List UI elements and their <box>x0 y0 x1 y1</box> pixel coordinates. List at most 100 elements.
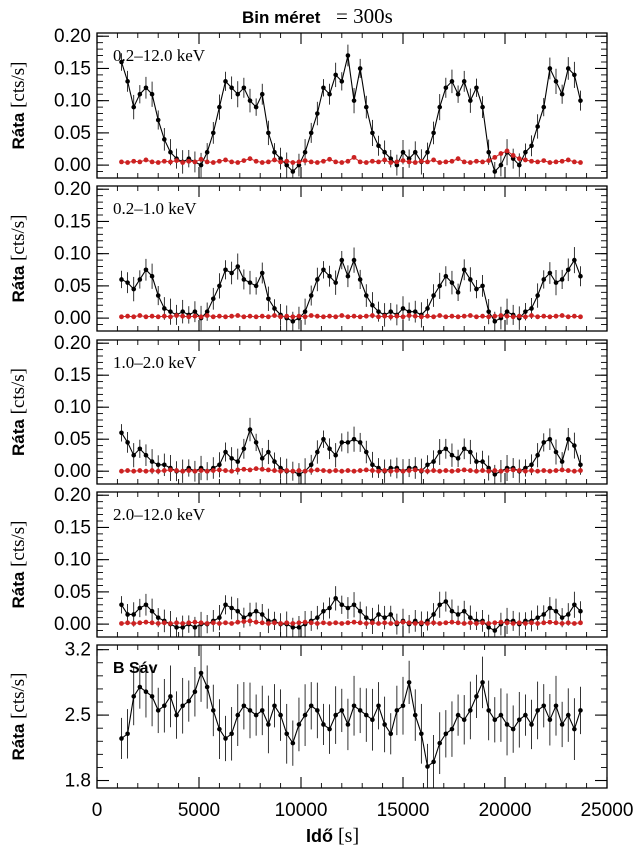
y-axis-label-text: Ráta <box>9 567 28 609</box>
data-point-source <box>345 273 351 279</box>
y-tick-label: 0.10 <box>54 244 91 265</box>
data-point-background <box>247 313 253 319</box>
data-point-source <box>131 612 137 617</box>
data-point-source <box>315 615 320 620</box>
data-point-source <box>259 612 265 617</box>
data-point-source <box>572 602 577 608</box>
data-point-source <box>541 104 547 110</box>
data-point-source <box>388 731 394 737</box>
data-point-background <box>431 468 436 473</box>
data-point-background <box>474 314 479 320</box>
data-point-background <box>339 313 345 318</box>
data-point-background <box>437 160 443 165</box>
series-source <box>119 586 583 637</box>
data-point-source <box>498 162 504 168</box>
data-point-background <box>119 621 124 626</box>
y-tick-label: 3.2 <box>65 640 91 661</box>
data-point-background <box>253 158 259 164</box>
data-point-source <box>241 703 247 709</box>
data-point-source <box>376 612 381 617</box>
data-point-background <box>578 160 583 165</box>
data-point-source <box>296 472 302 477</box>
data-point-source <box>400 149 406 155</box>
data-point-background <box>327 621 332 626</box>
data-point-source <box>131 452 137 458</box>
y-tick-label: 0.05 <box>54 429 91 450</box>
y-tick-label: 0.00 <box>54 461 91 482</box>
data-point-source <box>284 731 290 737</box>
panel-2: 0.00 0.05 0.10 0.15 0.20 Ráta [cts/s] 0.2–1.0 … <box>8 179 608 332</box>
data-point-source <box>455 290 461 295</box>
data-point-background <box>370 158 375 164</box>
y-tick-label: 0.00 <box>54 308 91 329</box>
data-point-background <box>186 620 192 626</box>
data-point-background <box>302 619 308 625</box>
data-point-background <box>272 157 277 163</box>
y-axis-label-text: Ráta <box>9 261 28 303</box>
data-point-background <box>198 314 204 320</box>
data-point-source <box>461 446 467 452</box>
data-point-background <box>467 620 473 626</box>
data-point-source <box>357 277 363 282</box>
data-point-background <box>223 468 228 473</box>
y-tick-label: 0.20 <box>54 485 91 506</box>
data-point-source <box>235 264 241 269</box>
data-point-background <box>339 621 345 626</box>
data-point-background <box>321 468 326 473</box>
data-point-source <box>229 456 234 461</box>
data-point-source <box>376 143 381 149</box>
y-axis-label-text: Ráta <box>9 414 28 456</box>
data-point-background <box>406 620 412 626</box>
data-point-source <box>149 91 155 97</box>
y-tick-label: 0.15 <box>54 211 91 232</box>
data-point-source <box>504 722 510 727</box>
data-point-source <box>345 53 351 58</box>
data-point-source <box>529 462 534 468</box>
x-tick-label: 5000 <box>178 800 220 821</box>
data-point-source <box>259 91 265 97</box>
data-point-background <box>223 314 228 320</box>
data-point-source <box>553 79 559 84</box>
data-point-background <box>204 313 210 318</box>
data-point-background <box>523 314 528 320</box>
data-point-source <box>443 599 449 604</box>
data-point-background <box>357 468 363 473</box>
data-point-source <box>363 449 369 455</box>
data-point-source <box>247 612 253 617</box>
data-point-source <box>315 111 320 116</box>
data-point-background <box>559 621 565 626</box>
data-point-source <box>241 277 247 282</box>
data-point-source <box>535 124 540 129</box>
data-point-source <box>388 156 394 161</box>
data-point-source <box>425 149 430 155</box>
data-point-source <box>547 270 553 276</box>
data-point-source <box>192 625 198 630</box>
data-point-source <box>492 628 498 633</box>
data-point-background <box>510 467 516 473</box>
data-point-background <box>168 159 173 165</box>
data-point-source <box>553 280 559 285</box>
data-point-background <box>388 160 394 165</box>
data-point-background <box>333 468 339 473</box>
data-point-source <box>449 726 455 732</box>
data-point-source <box>406 680 412 685</box>
data-point-source <box>125 440 130 445</box>
data-point-background <box>210 314 216 320</box>
data-point-source <box>210 296 216 302</box>
x-tick-label: 10000 <box>275 800 328 821</box>
data-point-background <box>400 619 406 625</box>
data-point-background <box>565 620 571 626</box>
data-point-background <box>345 314 351 320</box>
data-point-source <box>578 273 583 279</box>
data-point-source <box>449 280 455 285</box>
data-point-background <box>168 467 173 473</box>
data-point-background <box>149 620 155 626</box>
data-point-background <box>217 621 222 626</box>
data-point-source <box>419 731 424 737</box>
data-point-source <box>149 694 155 699</box>
data-point-source <box>486 149 491 155</box>
data-point-background <box>510 621 516 626</box>
data-point-background <box>278 159 283 165</box>
band-label: 0.2–1.0 keV <box>113 199 197 218</box>
data-point-background <box>571 313 577 319</box>
